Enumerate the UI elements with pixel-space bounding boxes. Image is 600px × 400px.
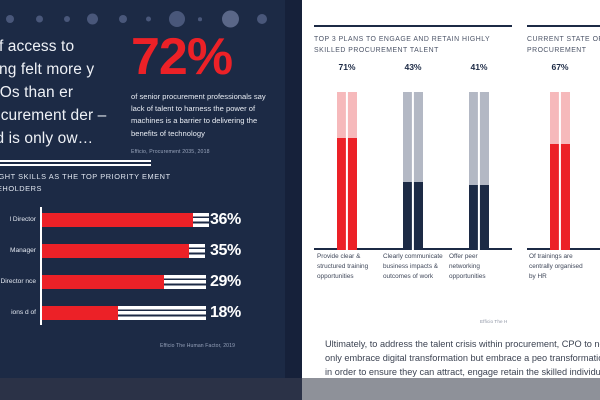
bar-category-label: Provide clear & structured training oppo… bbox=[317, 253, 369, 281]
big-stat-block: 72% of senior procurement professionals … bbox=[131, 28, 281, 156]
bar-track bbox=[42, 275, 206, 289]
bar-fill bbox=[42, 213, 193, 227]
bar-category-label: Clearly communicate business impacts & o… bbox=[383, 253, 443, 281]
bar-track bbox=[42, 213, 209, 227]
decorative-dot bbox=[198, 17, 202, 21]
bar-track bbox=[42, 306, 206, 320]
bar-outer bbox=[337, 92, 357, 250]
bar-category-label: l Director bbox=[9, 216, 36, 224]
panel-title: CURRENT STATE OF IN PROCUREMENT bbox=[527, 36, 600, 55]
bar-value-label: 18% bbox=[210, 304, 241, 321]
bar-category-label: Director nce bbox=[0, 278, 36, 286]
right-chart-source: Efficio The H bbox=[480, 319, 508, 324]
decorative-dot bbox=[36, 15, 43, 23]
bar-track bbox=[42, 244, 206, 258]
decorative-dot bbox=[6, 15, 14, 23]
panel-current-state: CURRENT STATE OF IN PROCUREMENT bbox=[527, 25, 600, 56]
big-stat-description: of senior procurement professionals say … bbox=[131, 91, 266, 138]
big-stat-source: Efficio, Procurement 2035, 2018 bbox=[131, 149, 210, 156]
bar-category-labels-top3: Provide clear & structured training oppo… bbox=[314, 252, 512, 322]
decorative-dot bbox=[146, 16, 151, 22]
bar-outer bbox=[550, 92, 570, 250]
bar-fill bbox=[403, 182, 423, 250]
lead-paragraph: k of access to being felt more y CPOs th… bbox=[0, 38, 107, 147]
table-row: Manager 35% bbox=[0, 236, 250, 266]
bar-outer bbox=[469, 92, 489, 250]
bottom-shade-overlay-left bbox=[0, 378, 302, 400]
chart-axis bbox=[40, 207, 42, 325]
bar-category-label: Manager bbox=[9, 247, 36, 255]
bar-category-label: Of trainings are centrally organised by … bbox=[529, 253, 583, 281]
decorative-dot bbox=[87, 13, 98, 25]
page-gutter bbox=[285, 0, 302, 400]
bar-column: 71% bbox=[314, 62, 380, 250]
table-row: ions d of 18% bbox=[0, 298, 250, 328]
bar-outer bbox=[403, 92, 423, 250]
left-chart-heading: HE RIGHT SKILLS AS THE TOP PRIORITY EMEN… bbox=[0, 172, 171, 193]
bar-remainder bbox=[118, 306, 206, 320]
bar-column: 41% bbox=[446, 62, 512, 250]
bar-remainder bbox=[550, 92, 570, 144]
right-white-page: TOP 3 PLANS TO ENGAGE AND RETAIN HIGHLY … bbox=[302, 0, 600, 400]
section-divider bbox=[0, 160, 151, 166]
panel-divider bbox=[527, 25, 600, 27]
bar-remainder bbox=[469, 92, 489, 185]
decorative-dots-row bbox=[0, 8, 285, 30]
bar-value-label: 71% bbox=[338, 62, 356, 72]
table-row: l Director 36% bbox=[0, 205, 250, 235]
ghost-header-text bbox=[302, 0, 600, 9]
decorative-dot bbox=[222, 10, 239, 28]
bar-remainder bbox=[403, 92, 423, 182]
decorative-dot bbox=[64, 16, 70, 22]
bar-column: 67% bbox=[527, 62, 593, 250]
bar-value-label: 43% bbox=[404, 62, 422, 72]
panel-title: TOP 3 PLANS TO ENGAGE AND RETAIN HIGHLY … bbox=[314, 36, 490, 55]
panel-divider bbox=[314, 25, 512, 27]
vertical-bar-chart-current: 67% bbox=[527, 60, 600, 250]
panel-top3-plans: TOP 3 PLANS TO ENGAGE AND RETAIN HIGHLY … bbox=[314, 25, 512, 56]
decorative-dot bbox=[119, 15, 127, 23]
bar-category-labels-current: Of trainings are centrally organised by … bbox=[527, 252, 600, 312]
decorative-dot bbox=[257, 14, 267, 24]
bar-column: 43% bbox=[380, 62, 446, 250]
left-dark-page: k of access to being felt more y CPOs th… bbox=[0, 0, 285, 400]
vertical-bar-chart-top3: 71% 43% 41% bbox=[314, 60, 512, 250]
bar-remainder bbox=[164, 275, 206, 289]
bar-value-label: 67% bbox=[551, 62, 569, 72]
bar-cap bbox=[189, 244, 205, 258]
bar-cap bbox=[193, 213, 209, 227]
bar-category-label: Offer peer networking opportunities bbox=[449, 253, 486, 281]
bar-fill bbox=[469, 185, 489, 250]
bar-value-label: 41% bbox=[470, 62, 488, 72]
bar-fill bbox=[337, 138, 357, 250]
big-stat-value: 72% bbox=[131, 28, 233, 86]
bar-category-label: ions d of bbox=[11, 309, 36, 317]
bar-remainder bbox=[337, 92, 357, 138]
table-row: Director nce 29% bbox=[0, 267, 250, 297]
bar-value-label: 35% bbox=[210, 242, 241, 259]
bar-fill bbox=[550, 144, 570, 250]
bar-value-label: 36% bbox=[210, 211, 241, 228]
bar-fill bbox=[42, 244, 189, 258]
bar-fill bbox=[42, 306, 118, 320]
bar-fill bbox=[42, 275, 164, 289]
bar-value-label: 29% bbox=[210, 273, 241, 290]
left-chart-source: Efficio The Human Factor, 2019 bbox=[160, 343, 236, 349]
horizontal-bar-chart: l Director 36% Manager 35% Director nce bbox=[0, 205, 250, 330]
decorative-dot bbox=[169, 11, 185, 27]
